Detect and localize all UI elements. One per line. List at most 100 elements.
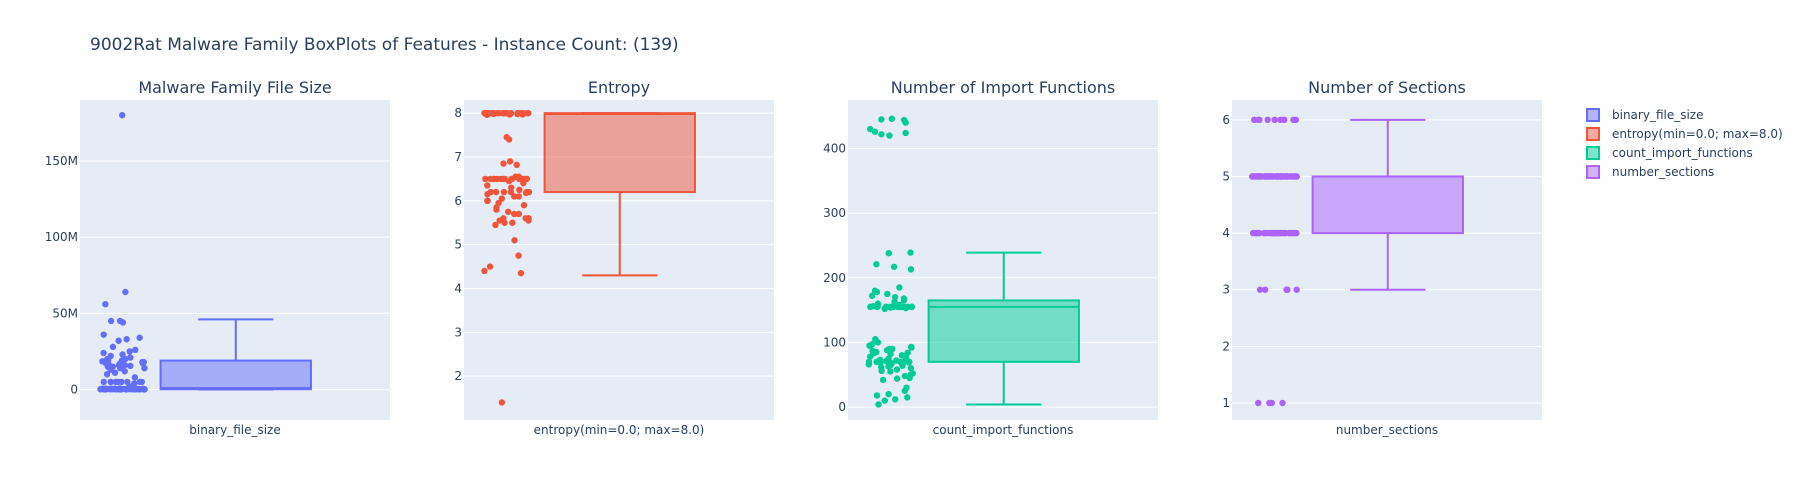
- data-point: [507, 188, 515, 196]
- y-tick-label: 6: [454, 194, 462, 208]
- legend-item[interactable]: number_sections: [1586, 165, 1714, 179]
- data-point: [119, 319, 127, 326]
- data-point: [1283, 286, 1290, 293]
- y-tick-label: 2: [1222, 339, 1230, 353]
- data-point: [866, 342, 873, 349]
- data-point: [1256, 286, 1264, 293]
- data-point: [881, 397, 889, 404]
- data-point: [902, 119, 909, 126]
- data-point: [127, 354, 134, 361]
- data-point: [907, 365, 915, 372]
- data-point: [501, 219, 508, 226]
- y-tick-label: 3: [1222, 283, 1230, 297]
- data-point: [902, 304, 909, 312]
- data-point: [525, 109, 532, 117]
- data-point: [520, 180, 527, 187]
- data-point: [141, 364, 148, 372]
- data-point: [102, 386, 109, 393]
- data-point: [866, 353, 874, 360]
- data-point: [525, 217, 532, 224]
- data-point: [115, 378, 122, 386]
- data-point: [1280, 116, 1288, 124]
- data-point: [505, 177, 513, 185]
- y-tick-label: 50M: [52, 306, 78, 320]
- subplot-title: Malware Family File Size: [138, 78, 331, 97]
- data-point: [1283, 173, 1290, 180]
- data-point: [883, 357, 890, 365]
- data-point: [494, 175, 501, 183]
- data-point: [878, 131, 885, 138]
- data-point: [500, 175, 507, 183]
- y-tick-label: 0: [838, 400, 846, 414]
- data-point: [517, 269, 525, 277]
- subplot-entropy-min------max-----: 2 3 4 5 6 7 8 Entropy entropy(min=0.0; max=8.0): [454, 78, 774, 437]
- data-point: [103, 371, 111, 378]
- y-tick-label: 0: [70, 383, 78, 397]
- legend-swatch: [1586, 146, 1600, 160]
- subplot-title: Entropy: [588, 78, 650, 97]
- data-point: [484, 197, 491, 205]
- data-point: [1290, 116, 1297, 124]
- y-tick-label: 200: [823, 271, 846, 285]
- box-iqr: [543, 112, 696, 194]
- data-point: [1290, 229, 1297, 237]
- data-point: [121, 361, 129, 369]
- data-point: [868, 292, 876, 300]
- data-point: [1271, 116, 1278, 124]
- subplot-title: Number of Import Functions: [891, 78, 1115, 97]
- data-point: [887, 368, 894, 375]
- data-point: [131, 380, 138, 387]
- data-point: [896, 284, 903, 291]
- data-point: [907, 266, 915, 273]
- data-point: [873, 392, 881, 399]
- data-point: [907, 249, 914, 256]
- data-point: [871, 128, 879, 135]
- data-point: [515, 210, 523, 218]
- legend-item[interactable]: count_import_functions: [1586, 146, 1753, 160]
- subplot-count_import_functions: 0 100 200 300 400 Number of Import Functions c…: [823, 78, 1158, 437]
- data-point: [892, 396, 899, 403]
- data-point: [136, 334, 143, 341]
- data-point: [1264, 116, 1271, 124]
- data-point: [118, 112, 126, 119]
- data-point: [111, 369, 119, 376]
- data-point: [874, 339, 882, 346]
- data-point: [109, 343, 117, 351]
- x-tick-label: entropy(min=0.0; max=8.0): [534, 423, 705, 437]
- data-point: [492, 221, 499, 229]
- data-point: [1255, 399, 1262, 407]
- data-point: [132, 346, 139, 354]
- data-point: [902, 129, 909, 137]
- data-point: [506, 111, 513, 118]
- data-point: [867, 125, 874, 133]
- data-point: [520, 202, 528, 209]
- data-point: [511, 237, 518, 244]
- data-point: [516, 186, 523, 194]
- data-point: [519, 111, 526, 118]
- data-point: [118, 386, 125, 393]
- data-point: [884, 290, 891, 298]
- y-tick-label: 1: [1222, 396, 1230, 410]
- y-tick-label: 5: [1222, 169, 1230, 183]
- x-tick-label: count_import_functions: [933, 423, 1074, 437]
- data-point: [886, 132, 893, 139]
- data-point: [522, 189, 530, 197]
- data-point: [885, 363, 892, 370]
- legend-label: count_import_functions: [1612, 146, 1753, 160]
- data-point: [483, 111, 491, 119]
- legend-item[interactable]: binary_file_size: [1586, 108, 1704, 122]
- data-point: [116, 364, 124, 372]
- data-point: [500, 188, 508, 196]
- data-point: [492, 188, 500, 196]
- data-point: [486, 263, 494, 270]
- legend-swatch: [1586, 108, 1600, 122]
- data-point: [496, 217, 503, 224]
- data-point: [1249, 173, 1256, 180]
- data-point: [1253, 173, 1261, 180]
- data-point: [493, 206, 500, 213]
- legend-item[interactable]: entropy(min=0.0; max=8.0): [1586, 127, 1783, 141]
- data-point: [100, 349, 107, 357]
- box-iqr: [927, 299, 1080, 363]
- data-point: [893, 366, 901, 373]
